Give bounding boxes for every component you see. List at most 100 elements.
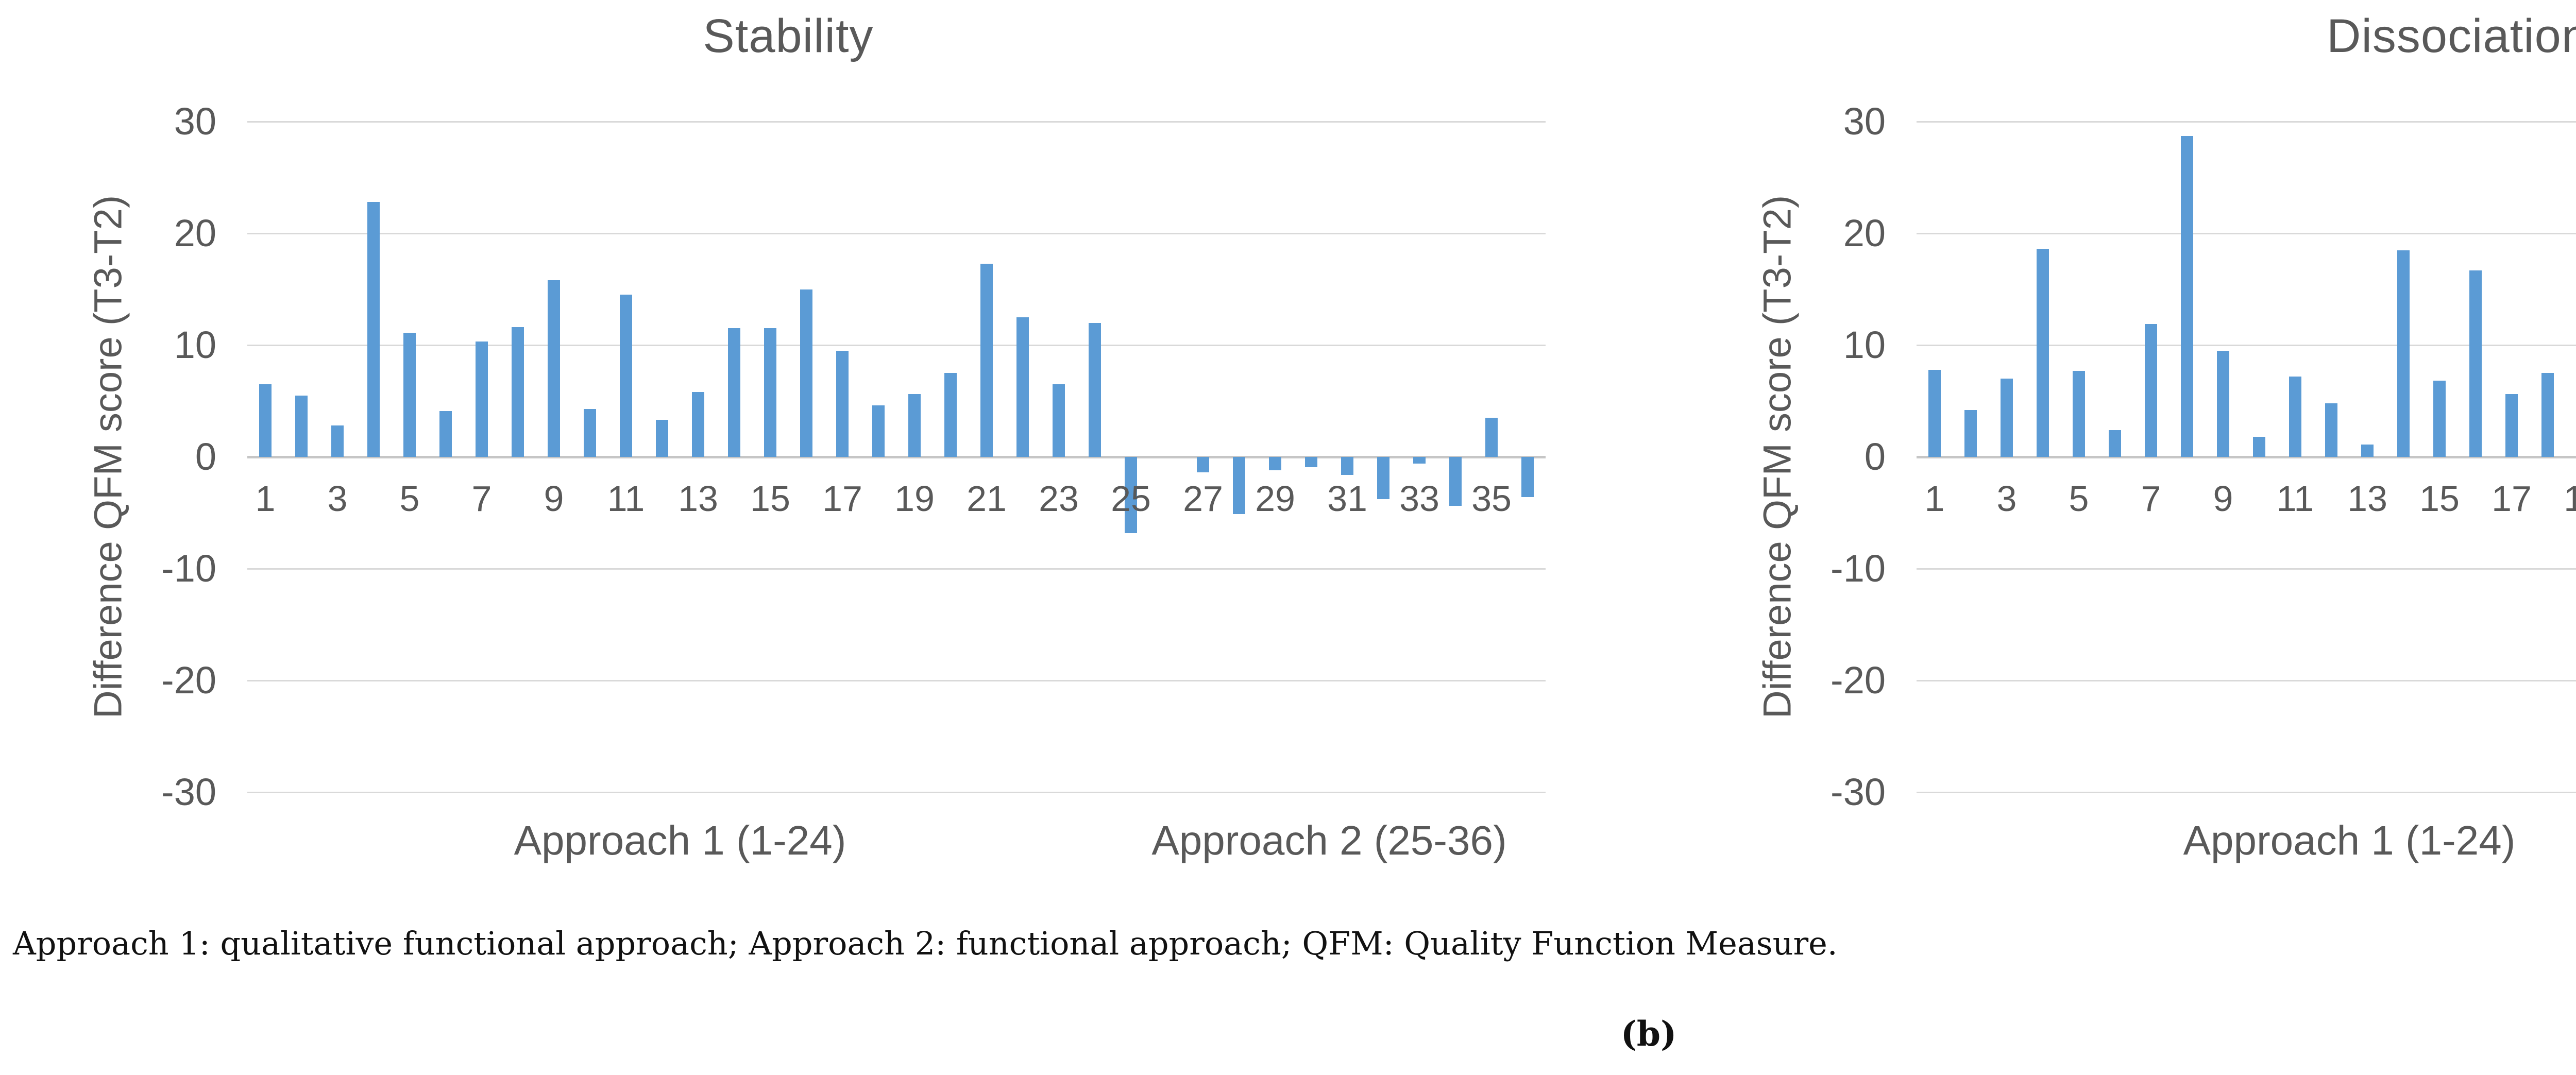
y-tick-label: 10 [174, 323, 216, 366]
bar-subject-18 [2541, 373, 2554, 457]
bar-subject-9 [2217, 350, 2229, 457]
panel-label: (b) [1620, 1014, 1677, 1054]
x-tick-label: 19 [2564, 479, 2576, 519]
y-tick-label: -20 [161, 659, 216, 702]
x-tick-label: 35 [1471, 479, 1512, 519]
gridline [247, 232, 1546, 234]
gridline [1917, 568, 2576, 570]
x-tick-label: 15 [2419, 479, 2460, 519]
bar-subject-13 [2361, 445, 2374, 457]
x-tick-label: 17 [2492, 479, 2532, 519]
bar-subject-8 [512, 327, 524, 457]
bar-subject-19 [908, 394, 921, 457]
x-tick-label: 29 [1255, 479, 1295, 519]
plot-area: 1357911131517192123252729313335Approach … [1917, 121, 2576, 862]
gridline [247, 344, 1546, 346]
y-tick-label: 30 [174, 100, 216, 143]
bar-subject-7 [2145, 323, 2157, 457]
x-tick-label: 11 [2276, 479, 2314, 519]
bar-subject-6 [2109, 430, 2121, 457]
bar-subject-36 [1521, 457, 1534, 498]
y-tick-label: -10 [1831, 547, 1886, 590]
bar-subject-18 [872, 405, 885, 457]
x-group-label: Approach 2 (25-36) [1151, 817, 1507, 863]
bar-subject-8 [2181, 136, 2193, 457]
chart-title: Dissociation [2327, 10, 2576, 62]
bar-subject-16 [2469, 270, 2482, 457]
bar-subject-5 [403, 333, 416, 457]
bar-subject-20 [944, 373, 957, 457]
bar-subject-17 [2505, 394, 2518, 457]
x-tick-label: 5 [399, 479, 420, 519]
x-tick-label: 1 [1924, 479, 1945, 519]
y-tick-label: 0 [1864, 435, 1886, 478]
gridline [1917, 121, 2576, 123]
gridline [1917, 344, 2576, 346]
x-tick-label: 9 [544, 479, 564, 519]
bar-subject-2 [1964, 409, 1977, 457]
bar-subject-33 [1413, 457, 1426, 464]
x-tick-label: 5 [2069, 479, 2089, 519]
bar-subject-27 [1197, 457, 1209, 473]
bar-subject-10 [584, 408, 596, 457]
bar-subject-22 [1016, 317, 1029, 457]
x-tick-label: 15 [750, 479, 790, 519]
gridline [247, 791, 1546, 793]
bar-subject-21 [980, 263, 993, 457]
bar-subject-34 [1449, 457, 1462, 506]
figure-caption: Approach 1: qualitative functional appro… [13, 925, 1838, 962]
bar-subject-4 [2037, 249, 2049, 457]
x-tick-label: 23 [1039, 479, 1079, 519]
zero-gridline [247, 455, 1546, 458]
chart-stability: Stability Difference QFM score (T3-T2) 1… [10, 5, 1566, 891]
bar-subject-12 [656, 420, 668, 457]
bar-subject-28 [1233, 457, 1245, 514]
y-tick-label: -30 [161, 771, 216, 813]
x-tick-label: 27 [1183, 479, 1223, 519]
bar-subject-6 [439, 411, 452, 457]
x-tick-label: 13 [678, 479, 718, 519]
x-tick-label: 7 [471, 479, 492, 519]
y-tick-label: 20 [1843, 212, 1886, 254]
bar-subject-30 [1305, 457, 1317, 467]
bar-subject-14 [2397, 250, 2410, 457]
x-tick-label: 11 [607, 479, 645, 519]
bar-subject-32 [1377, 457, 1389, 500]
gridline [247, 568, 1546, 570]
x-tick-label: 33 [1399, 479, 1439, 519]
x-tick-label: 7 [2141, 479, 2161, 519]
gridline [1917, 791, 2576, 793]
gridline [1917, 232, 2576, 234]
x-tick-label: 21 [967, 479, 1007, 519]
y-tick-label: -10 [161, 547, 216, 590]
gridline [1917, 679, 2576, 681]
bar-subject-31 [1341, 457, 1353, 475]
y-tick-label: 20 [174, 212, 216, 254]
bar-subject-11 [620, 295, 632, 457]
x-tick-label: 13 [2347, 479, 2387, 519]
bar-subject-15 [764, 328, 776, 457]
chart-dissociation: Dissociation Difference QFM score (T3-T2… [1680, 5, 2576, 891]
bar-subject-29 [1269, 457, 1281, 471]
bar-subject-3 [2001, 379, 2013, 457]
x-tick-label: 9 [2213, 479, 2233, 519]
y-tick-label: 0 [195, 435, 216, 478]
bar-subject-23 [1053, 384, 1065, 457]
chart-title: Stability [703, 10, 874, 62]
x-group-label: Approach 1 (1-24) [2183, 817, 2516, 863]
x-tick-label: 19 [894, 479, 935, 519]
bar-subject-3 [331, 425, 344, 457]
bar-subject-10 [2253, 436, 2265, 457]
x-group-label: Approach 1 (1-24) [514, 817, 846, 863]
bar-subject-2 [295, 395, 308, 457]
y-tick-label: -30 [1831, 771, 1886, 813]
bar-subject-11 [2289, 376, 2301, 457]
bar-subject-1 [259, 384, 272, 457]
bar-subject-24 [1089, 322, 1101, 457]
bar-subject-25 [1125, 457, 1137, 533]
x-tick-label: 3 [327, 479, 348, 519]
x-tick-label: 17 [822, 479, 862, 519]
bar-subject-13 [692, 392, 704, 457]
